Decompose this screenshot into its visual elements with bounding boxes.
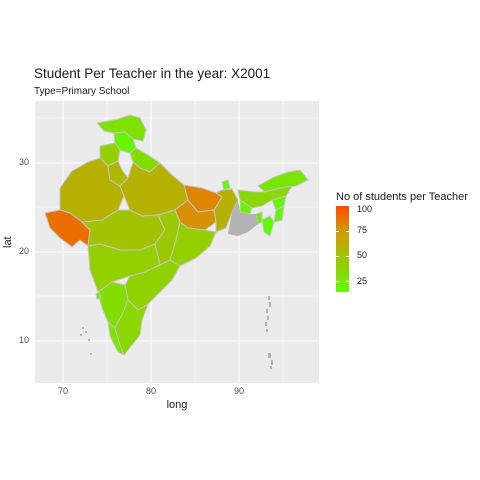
region-Goa: [95, 291, 102, 300]
x-tick-90: 90: [233, 386, 245, 396]
y-axis-label: lat: [2, 236, 14, 248]
x-axis-label: long: [166, 399, 188, 411]
chart-subtitle: Type=Primary School: [34, 86, 130, 97]
legend-title: No of students per Teacher: [336, 191, 468, 203]
legend-tick-25-right: [346, 281, 349, 282]
india-map: [44, 114, 309, 356]
region-Sikkim: [221, 179, 231, 191]
legend-tick-75-left: [336, 231, 339, 232]
region-Tamil Nadu: [114, 299, 149, 356]
legend-label-100: 100: [357, 204, 373, 214]
legend-label-75: 75: [357, 225, 368, 235]
lakshadweep-islands: [80, 327, 92, 355]
x-tick-70: 70: [57, 386, 69, 396]
legend-tick-50-right: [346, 256, 349, 257]
region-Manipur: [273, 205, 285, 223]
unfilled-areas: [80, 200, 273, 369]
legend-tick-75-right: [346, 231, 349, 232]
legend-colorbar: [336, 206, 349, 292]
legend-label-25: 25: [357, 276, 368, 286]
legend-label-50: 50: [357, 250, 368, 260]
legend-tick-25-left: [336, 281, 339, 282]
region-Tripura: [255, 211, 263, 225]
region-Jammu & Kashmir: [96, 114, 147, 142]
y-tick-10: 10: [18, 335, 29, 345]
y-tick-20: 20: [18, 246, 29, 256]
legend-tick-50-left: [336, 256, 339, 257]
x-tick-80: 80: [145, 386, 157, 396]
chart-title: Student Per Teacher in the year: X2001: [34, 66, 271, 81]
bangladesh-gap: [228, 200, 258, 236]
y-tick-30: 30: [18, 157, 29, 167]
region-Mizoram: [261, 215, 275, 237]
andaman-islands: [265, 296, 273, 369]
